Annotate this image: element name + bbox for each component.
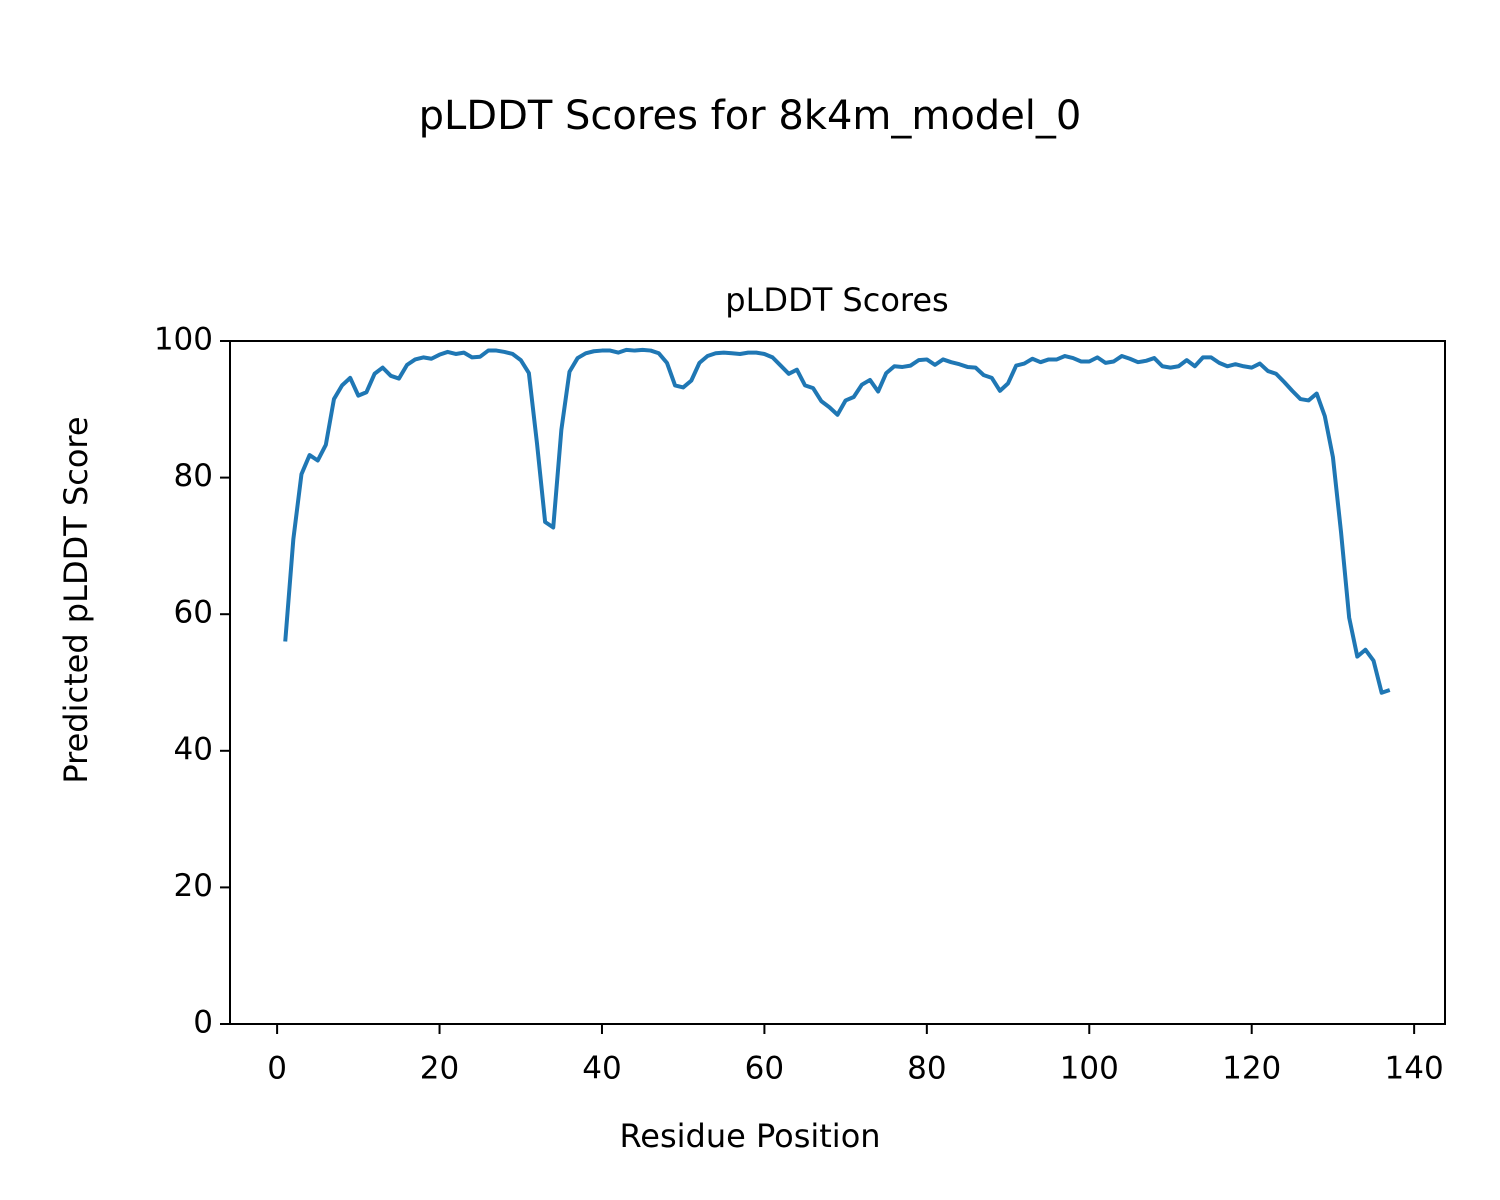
x-tick-label: 140 [1385,1051,1444,1087]
x-tick-label: 40 [582,1051,621,1087]
y-tick-label: 60 [174,595,213,631]
x-tick-label: 60 [745,1051,784,1087]
x-tick-label: 120 [1222,1051,1281,1087]
axes-title: pLDDT Scores [725,281,948,319]
chart-title: pLDDT Scores for 8k4m_model_0 [419,93,1082,139]
x-axis-label: Residue Position [619,1117,880,1155]
y-tick-label: 80 [174,458,213,494]
y-tick-label: 40 [174,731,213,767]
x-tick-label: 0 [267,1051,287,1087]
x-tick-label: 100 [1060,1051,1119,1087]
y-tick-label: 0 [193,1005,213,1041]
y-tick-label: 100 [154,322,213,358]
y-tick-label: 20 [174,868,213,904]
x-tick-label: 80 [907,1051,946,1087]
line [283,347,1391,695]
y-axis-label: Predicted pLDDT Score [57,416,95,783]
x-tick-label: 20 [420,1051,459,1087]
plot-frame [229,340,1446,1025]
